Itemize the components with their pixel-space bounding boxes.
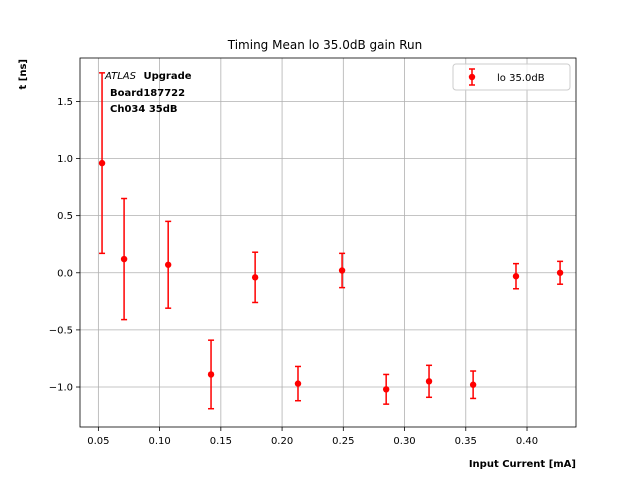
data-point-8 — [425, 378, 433, 385]
data-point-7 — [382, 386, 390, 393]
x-tick-label-4: 0.25 — [332, 436, 354, 447]
x-tick-label-6: 0.35 — [455, 436, 477, 447]
y-axis-title: t [ns] — [18, 59, 29, 89]
legend: lo 35.0dB — [452, 63, 571, 91]
y-tick-label-3: 0.5 — [57, 211, 73, 222]
chart-title: Timing Mean lo 35.0dB gain Run — [227, 38, 422, 52]
annotation-upgrade: Upgrade — [143, 71, 191, 82]
grid — [80, 58, 576, 427]
data-point-1 — [120, 255, 128, 263]
annotation-atlas: ATLAS — [104, 71, 137, 82]
y-tick-label-1: −0.5 — [49, 325, 73, 336]
x-tick-label-1: 0.10 — [148, 436, 170, 447]
y-tick-label-0: −1.0 — [49, 383, 73, 394]
plot-frame — [79, 57, 577, 428]
y-tick-label-2: 0.0 — [57, 268, 73, 279]
data-point-9 — [469, 381, 477, 388]
data-point-0 — [98, 159, 106, 167]
annotation-line-2: Board187722 — [110, 88, 185, 99]
y-tick-label-4: 1.0 — [57, 154, 73, 165]
x-tick-label-3: 0.20 — [271, 436, 293, 447]
axes: 0.05 0.10 0.15 0.20 0.25 0.30 0.35 0.40 −1.0 −0.5… — [49, 57, 577, 447]
x-tick-label-7: 0.40 — [516, 436, 538, 447]
legend-marker — [468, 73, 476, 81]
data-point-6 — [338, 267, 346, 274]
data-point-2 — [164, 261, 172, 268]
annotation-line-1: ATLAS Upgrade — [104, 71, 192, 82]
legend-box — [452, 63, 571, 91]
data-point-10 — [512, 273, 520, 280]
data-point-3 — [207, 371, 215, 378]
x-tick-label-0: 0.05 — [87, 436, 109, 447]
data-point-5 — [294, 380, 302, 387]
x-axis-title: Input Current [mA] — [469, 459, 576, 470]
annotation: ATLAS Upgrade Board187722 Ch034 35dB — [104, 71, 192, 115]
data-point-11 — [556, 269, 564, 276]
x-tick-label-5: 0.30 — [393, 436, 415, 447]
legend-label: lo 35.0dB — [497, 73, 545, 84]
data-point-4 — [251, 274, 259, 281]
annotation-line-3: Ch034 35dB — [110, 104, 178, 115]
y-tick-label-5: 1.5 — [57, 97, 73, 108]
x-tick-label-2: 0.15 — [210, 436, 232, 447]
data-series — [98, 72, 564, 410]
